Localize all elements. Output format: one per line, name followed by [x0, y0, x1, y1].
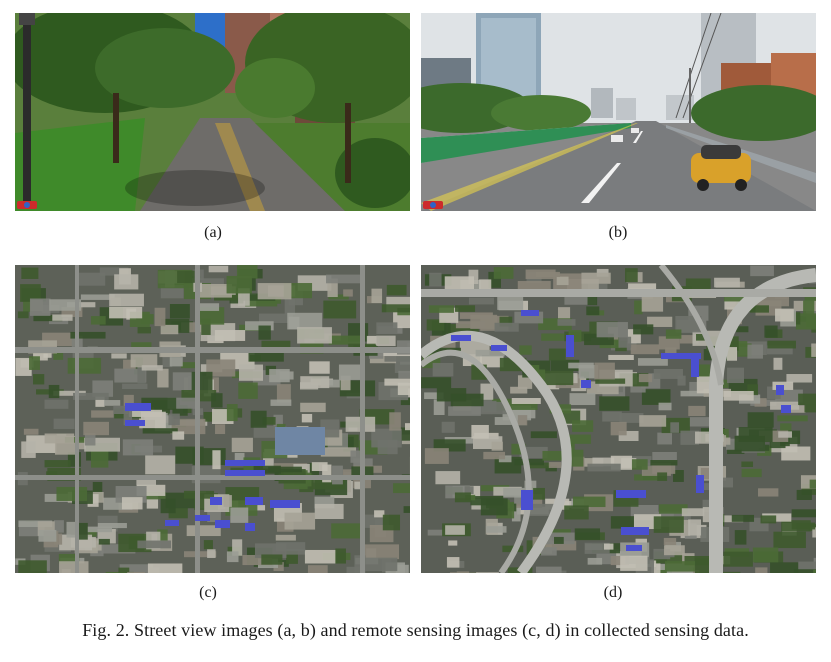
highway-illustration	[421, 13, 816, 211]
panel-label-a: (a)	[204, 224, 222, 241]
figure-caption: Fig. 2. Street view images (a, b) and re…	[82, 620, 749, 640]
street-view-image-a	[15, 13, 410, 211]
watermark-logo	[17, 201, 37, 209]
panel-label-b: (b)	[608, 224, 628, 241]
satellite-highway-interchange	[421, 265, 816, 573]
remote-sensing-image-c	[15, 265, 410, 573]
satellite-city-grid	[15, 265, 410, 573]
watermark-logo	[423, 201, 443, 209]
park-path-illustration	[15, 13, 410, 211]
panel-label-c: (c)	[199, 584, 217, 601]
remote-sensing-image-d	[421, 265, 816, 573]
panel-label-d: (d)	[603, 584, 623, 601]
street-view-image-b	[421, 13, 816, 211]
